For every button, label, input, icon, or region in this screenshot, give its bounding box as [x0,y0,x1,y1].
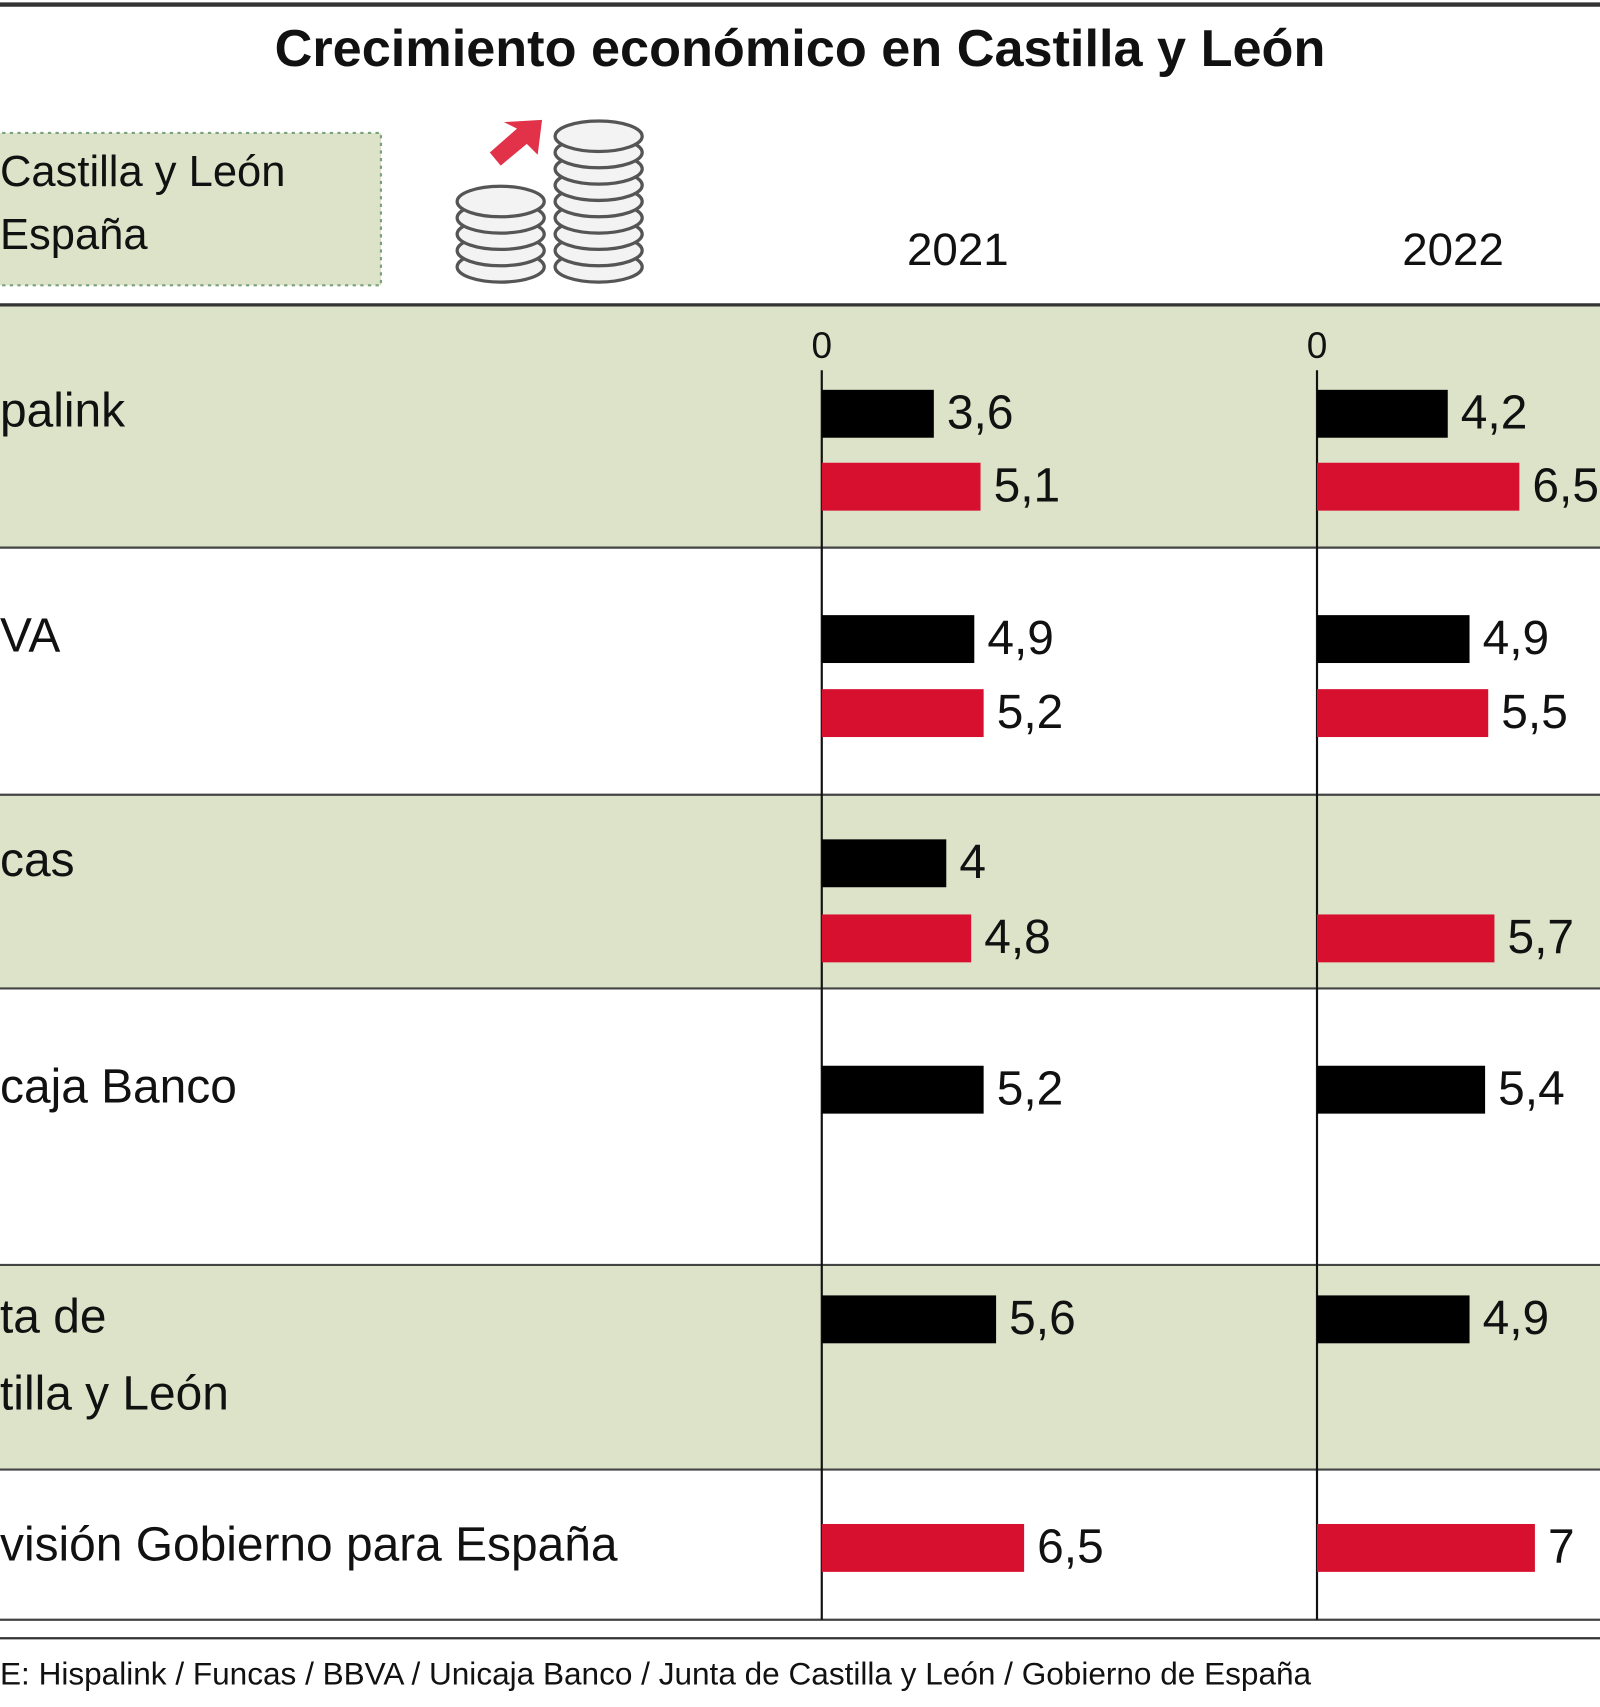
value-label: 5,1 [994,460,1061,513]
bar [821,839,947,888]
bar [821,389,934,438]
category-label: palink [0,384,125,437]
bar [821,462,981,511]
coins-icon [455,119,644,284]
bar [1317,1523,1535,1572]
bar [1317,1295,1470,1344]
value-label: 5,6 [1009,1292,1076,1345]
value-label: 6,5 [1532,460,1599,513]
category-label: ta de tilla y León [0,1290,229,1420]
bar [1317,914,1495,963]
panel-title: 2021 [907,224,1009,275]
x-tick-label: 0 [1307,325,1328,366]
legend-label: Castilla y León [0,148,285,196]
value-label: 5,5 [1501,686,1568,739]
bar [821,689,984,738]
value-label: 3,6 [947,387,1014,440]
bar [1317,615,1470,664]
value-label: 7 [1548,1521,1575,1574]
legend-box [0,131,383,287]
bar [821,1065,984,1114]
chart-title: Crecimiento económico en Castilla y León [275,20,1326,78]
category-label: visión Gobierno para España [0,1519,618,1572]
bar [1317,462,1520,511]
bar [1317,389,1448,438]
bar [1317,1065,1486,1114]
panel-title: 2022 [1402,224,1504,275]
legend-label: España [0,211,148,259]
bar [821,1295,997,1344]
category-label: cas [0,834,75,887]
source: E: Hispalink / Funcas / BBVA / Unicaja B… [0,1656,1312,1692]
value-label: 5,2 [997,686,1064,739]
value-label: 4,2 [1461,387,1528,440]
value-label: 4 [959,836,986,889]
value-label: 5,4 [1498,1063,1565,1116]
bar [1317,689,1489,738]
value-label: 4,8 [984,911,1051,964]
x-tick-label: 0 [811,325,832,366]
bar [821,914,972,963]
value-label: 4,9 [1483,612,1550,665]
value-label: 5,2 [997,1063,1064,1116]
value-label: 5,7 [1508,911,1575,964]
category-label: VA [0,610,60,663]
bar [821,615,975,664]
category-label: caja Banco [0,1060,237,1113]
value-label: 6,5 [1037,1521,1104,1574]
bar [821,1523,1025,1572]
value-label: 4,9 [1483,1292,1550,1345]
value-label: 4,9 [987,612,1054,665]
